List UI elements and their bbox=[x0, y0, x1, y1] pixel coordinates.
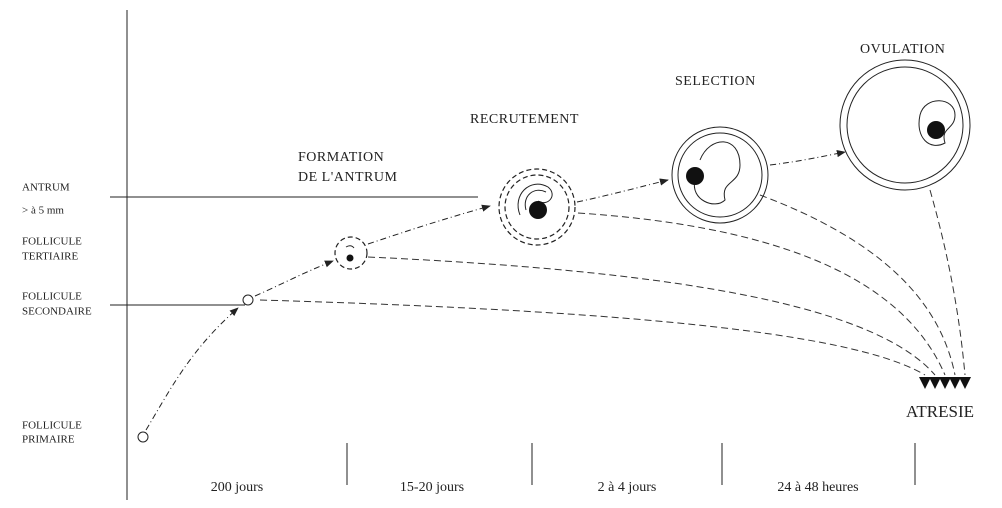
duration: 15-20 jours bbox=[400, 480, 464, 495]
duration: 24 à 48 heures bbox=[777, 480, 858, 495]
progression-arrows bbox=[146, 152, 845, 430]
atresia-curves bbox=[260, 190, 971, 389]
duration-separators bbox=[347, 443, 915, 485]
axis-label: > à 5 mm bbox=[22, 205, 64, 217]
axis-label: FOLLICULE bbox=[22, 236, 82, 248]
outcome-label: ATRESIE bbox=[906, 402, 974, 421]
axis-label: SECONDAIRE bbox=[22, 306, 92, 318]
stage-label: SELECTION bbox=[675, 74, 756, 89]
stage-label: RECRUTEMENT bbox=[470, 112, 579, 127]
axis-label: FOLLICULE bbox=[22, 291, 82, 303]
stage-label: FORMATION bbox=[298, 150, 384, 165]
axis-label: FOLLICULE bbox=[22, 420, 82, 432]
stage-label: DE L'ANTRUM bbox=[298, 170, 397, 185]
duration: 2 à 4 jours bbox=[598, 480, 657, 495]
axis-label: ANTRUM bbox=[22, 182, 70, 194]
diagram: ANTRUM > à 5 mm FOLLICULE TERTIAIRE FOLL… bbox=[0, 0, 1002, 508]
stage-label: OVULATION bbox=[860, 42, 945, 57]
duration: 200 jours bbox=[211, 480, 264, 495]
axis-label: PRIMAIRE bbox=[22, 434, 75, 446]
axis-label: TERTIAIRE bbox=[22, 251, 78, 263]
